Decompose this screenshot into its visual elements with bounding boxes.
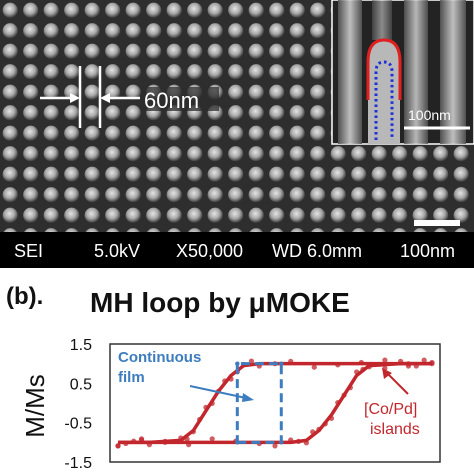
data-point <box>413 363 419 369</box>
spacing-marker <box>40 66 140 128</box>
data-point <box>197 416 203 423</box>
data-point <box>310 429 316 435</box>
data-point <box>288 358 294 364</box>
data-point <box>203 404 209 410</box>
data-point <box>288 437 294 443</box>
data-point <box>335 400 341 406</box>
data-point <box>248 358 255 364</box>
y-tick-labels: 1.5 0.5 -0.5 -1.5 <box>64 337 92 472</box>
data-point <box>366 364 372 370</box>
data-point <box>115 443 121 449</box>
scale-bar <box>414 220 460 226</box>
data-point <box>162 439 168 445</box>
annotation-islands: islands <box>370 421 420 438</box>
working-distance-label: WD 6.0mm <box>272 241 362 261</box>
data-point <box>360 366 366 372</box>
data-point <box>303 440 309 446</box>
annotation-film: film <box>118 369 145 386</box>
cross-section-inset: 100nm <box>331 0 474 145</box>
data-point <box>328 415 335 421</box>
data-point <box>429 359 435 366</box>
spacing-label: 60nm <box>144 88 199 113</box>
panel-b-label: (b). <box>6 283 43 310</box>
y-axis-label: M/Ms <box>20 374 50 438</box>
data-point <box>209 400 215 406</box>
data-point <box>222 378 228 384</box>
data-point <box>311 364 317 370</box>
data-point-film <box>235 440 240 445</box>
plot-frame <box>109 343 441 463</box>
magnification-label: X50,000 <box>176 241 243 261</box>
data-point <box>295 438 302 444</box>
scale-label: 100nm <box>400 241 455 261</box>
data-point <box>138 437 145 443</box>
y-tick-label: 1.5 <box>70 337 92 354</box>
data-point <box>398 358 404 364</box>
data-point <box>228 376 234 382</box>
islands-arrow <box>382 368 409 395</box>
voltage-label: 5.0kV <box>94 241 140 261</box>
data-point <box>272 443 278 449</box>
inset-scale-label: 100nm <box>408 107 451 123</box>
data-point-film <box>279 361 284 366</box>
series-line-continuous-film <box>235 362 283 444</box>
data-point <box>190 429 196 435</box>
chart-title: MH loop by μMOKE <box>90 287 350 318</box>
y-tick-label: -1.5 <box>64 455 92 472</box>
y-tick-label: -0.5 <box>64 416 92 433</box>
film-arrow <box>189 385 254 402</box>
data-point <box>184 436 190 442</box>
plot-area <box>115 357 435 449</box>
sem-image-panel: 60nm 100nm SEI 5.0kV X50,000 WD 6.0mm 10… <box>0 0 474 268</box>
y-tick-label: 0.5 <box>70 376 92 393</box>
data-point <box>347 385 353 391</box>
data-point <box>421 357 427 363</box>
core-outline <box>374 60 394 140</box>
data-point <box>405 361 412 367</box>
data-point <box>186 442 192 448</box>
data-point <box>322 421 328 427</box>
cap-outline <box>366 38 402 100</box>
data-point-film <box>279 440 284 445</box>
data-point <box>178 435 184 441</box>
data-point <box>209 436 215 442</box>
data-point <box>382 357 388 363</box>
detector-label: SEI <box>14 241 43 261</box>
data-point <box>335 362 341 368</box>
data-point <box>358 359 364 366</box>
annotation-co-pd: [Co/Pd] <box>364 401 417 418</box>
data-point <box>341 392 347 398</box>
data-point-film <box>235 361 240 366</box>
annotation-continuous: Continuous <box>118 349 201 366</box>
sem-info-bar <box>0 232 474 268</box>
data-point <box>316 426 322 432</box>
data-point <box>354 369 360 375</box>
mh-loop-panel: (b). MH loop by μMOKE M/Ms 1.5 0.5 -0.5 -1.… <box>6 283 441 472</box>
